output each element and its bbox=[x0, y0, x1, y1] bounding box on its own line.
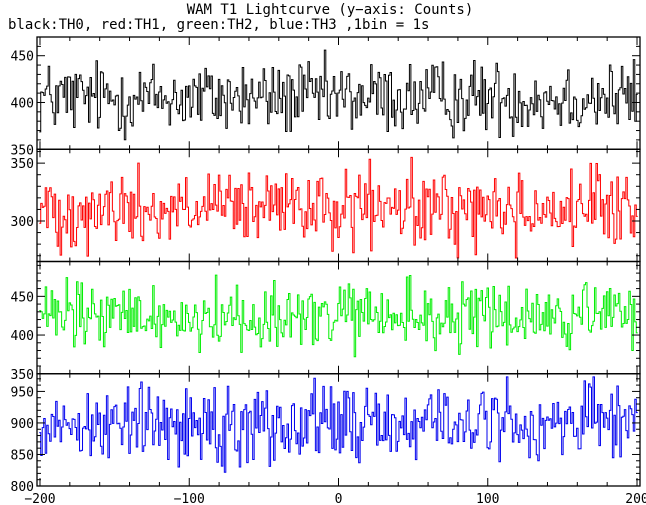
panel-th2: 350 400 450 bbox=[11, 260, 641, 383]
y-tick-label: 450 bbox=[11, 50, 34, 65]
y-tick-label: 350 bbox=[11, 157, 34, 172]
y-tick-label: 350 bbox=[11, 143, 34, 158]
y-tick-label: 800 bbox=[11, 480, 34, 495]
x-tick-label: −200 bbox=[24, 492, 55, 505]
panel-th1: 300 350 bbox=[11, 148, 641, 263]
series-line-th3 bbox=[39, 376, 638, 473]
x-tick-label: 0 bbox=[335, 492, 343, 505]
panel-th3: 800 850 900 950 bbox=[11, 373, 641, 495]
x-tick-label: −100 bbox=[174, 492, 205, 505]
x-tick-label: 200 bbox=[625, 492, 646, 505]
y-tick-label: 900 bbox=[11, 417, 34, 432]
chart-subtitle: black:TH0, red:TH1, green:TH2, blue:TH3 … bbox=[8, 17, 429, 33]
chart-title: WAM T1 Lightcurve (y−axis: Counts) bbox=[187, 2, 474, 18]
series-line-th1 bbox=[39, 156, 638, 259]
panel-th0: 350 400 450 bbox=[11, 36, 641, 158]
y-tick-label: 450 bbox=[11, 290, 34, 305]
series-line-th2 bbox=[39, 274, 638, 358]
x-tick-label: 100 bbox=[476, 492, 499, 505]
x-axis: −200 −100 0 100 200 bbox=[24, 492, 646, 505]
y-tick-label: 400 bbox=[11, 329, 34, 344]
y-tick-label: 400 bbox=[11, 96, 34, 111]
y-tick-label: 300 bbox=[11, 215, 34, 230]
y-tick-label: 950 bbox=[11, 385, 34, 400]
y-tick-label: 850 bbox=[11, 448, 34, 463]
y-tick-label: 350 bbox=[11, 368, 34, 383]
series-line-th0 bbox=[39, 49, 638, 141]
